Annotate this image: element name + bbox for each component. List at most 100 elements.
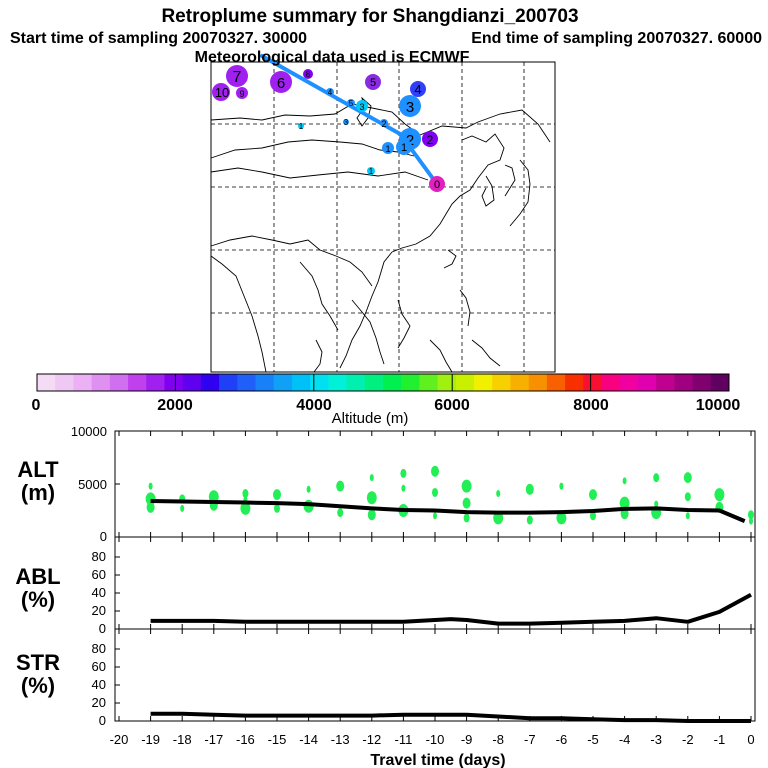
colorbar-swatch [528,374,548,391]
alt-scatter-point [748,510,754,520]
map-marker: 4 [410,81,426,97]
colorbar-tick-label: 4000 [296,397,332,414]
colorbar-swatch [219,374,238,391]
alt-scatter-point [432,487,438,497]
colorbar-swatch [510,374,530,391]
alt-y-ticks: 0 5000 10000 [71,424,107,544]
alt-scatter-point [653,473,660,483]
map-frame [210,61,556,373]
svg-text:3: 3 [359,102,364,112]
colorbar-swatch [656,374,675,391]
colorbar-swatch [437,374,457,391]
alt-scatter-point [366,491,377,505]
colorbar-swatch [291,374,311,391]
alt-panel-unit: (m) [21,480,55,505]
colorbar-swatch [91,374,111,391]
svg-text:3: 3 [344,118,349,127]
colorbar-swatch [310,374,329,391]
figure-title: Retroplume summary for Shangdianzi_20070… [161,6,578,27]
map-graticule [211,62,555,372]
line-series [150,498,752,723]
map-marker: 3 [399,95,421,117]
alt-scatter-point [714,488,725,502]
str-y-tick-label: 80 [92,641,106,656]
map-marker: 3 [356,100,368,112]
alt-scatter-point [401,484,406,492]
colorbar-swatch [128,374,147,391]
str-panel-unit: (%) [21,673,55,698]
colorbar-swatch [419,374,439,391]
map-marker: 4 [326,88,334,97]
colorbar-swatch [619,374,639,391]
colorbar-swatch [237,374,257,391]
svg-text:2: 2 [406,132,414,149]
colorbar-swatch [583,374,603,391]
abl-y-tick-label: 20 [92,603,106,618]
alt-scatter-point [433,512,437,520]
alt-scatter-point [146,501,155,513]
end-time-label: End time of sampling 20070327. 60000 [471,30,762,47]
colorbar-tick-label: 6000 [434,397,470,414]
abl-fraction-line [150,593,752,626]
colorbar-tick-labels: 0 2000 4000 6000 8000 10000 [32,397,741,414]
svg-text:5: 5 [349,99,354,108]
alt-mean-line [150,498,746,523]
x-tick-label: -19 [141,732,160,747]
x-tick-label: -14 [299,732,318,747]
colorbar-swatch [492,374,511,391]
alt-scatter-point [622,477,627,485]
colorbar-swatch [273,374,293,391]
colorbar-swatch [565,374,584,391]
colorbar-swatch [146,374,165,391]
map-marker: 9 [236,87,248,99]
alt-scatter-point [496,490,501,498]
x-tick-label: -18 [173,732,192,747]
colorbar-swatch [328,374,348,391]
svg-text:0: 0 [434,179,440,191]
x-tick-label: -11 [394,732,412,747]
abl-panel-unit: (%) [21,587,55,612]
start-time-label: Start time of sampling 20070327. 30000 [10,30,307,47]
map-marker: 1 [382,142,394,154]
alt-scatter-point [240,501,251,515]
colorbar-swatch [383,374,402,391]
svg-text:4: 4 [414,82,421,97]
colorbar-swatch [674,374,694,391]
svg-text:7: 7 [233,69,242,86]
colorbar-swatch [546,374,566,391]
x-tick-label: -13 [331,732,350,747]
map-marker: 6 [270,71,292,93]
svg-text:1: 1 [385,144,390,154]
svg-text:1: 1 [369,167,374,176]
str-y-tick-label: 40 [92,677,106,692]
map-marker: 8 [303,69,313,79]
altitude-colorbar [36,373,730,392]
alt-scatter-point [749,517,753,525]
alt-scatter-point [431,465,439,477]
str-panel-label: STR [16,650,60,675]
alt-scatter-point [462,497,471,509]
map-marker: 2 [422,131,438,147]
x-tick-label: -9 [461,732,473,747]
abl-y-tick-label: 80 [92,549,106,564]
alt-scatter-point [493,511,504,525]
x-tick-label: -2 [682,732,694,747]
map-marker: 3 [343,118,349,127]
alt-y-tick-label: 10000 [71,424,107,439]
x-tick-label: -17 [204,732,223,747]
map-marker: 7 [226,65,248,87]
map-plume-track-segment [410,148,436,182]
colorbar-swatch [55,374,74,391]
alt-scatter-point [684,492,691,502]
colorbar-swatch [200,374,220,391]
met-data-label: Meteorological data used is ECMWF [195,49,470,66]
str-y-ticks: 0 20 40 60 80 [92,641,106,728]
x-tick-label: -16 [236,732,255,747]
svg-text:1: 1 [299,122,304,131]
colorbar-tick-label: 8000 [573,397,609,414]
colorbar-swatch [455,374,475,391]
x-tick-labels: -20 -19 -18 -17 -16 -15 -14 -13 -12 -11 -10 -9 -8 -7-… [110,732,755,747]
x-tick-label: -3 [650,732,662,747]
alt-panel-frame [114,430,756,538]
alt-scatter-point [589,489,597,501]
